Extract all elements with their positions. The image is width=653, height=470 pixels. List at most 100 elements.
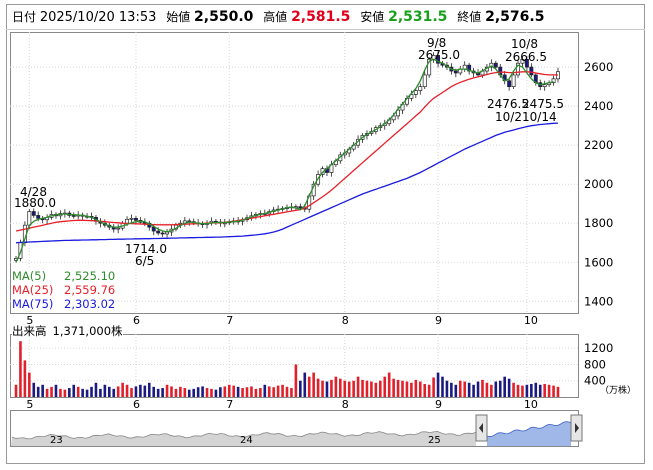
volume-bar — [383, 376, 387, 397]
ma5-line — [15, 58, 554, 263]
volume-bar — [76, 386, 80, 397]
volume-bar — [547, 384, 551, 397]
volume-bar — [254, 388, 258, 397]
high-value: 2,581.5 — [291, 9, 351, 25]
volume-bar — [316, 378, 320, 397]
volume-value: 1,371,000株 — [52, 324, 123, 338]
volume-bar — [285, 386, 289, 397]
candle-body — [507, 80, 512, 87]
x-tick-label-price: 6 — [133, 314, 140, 327]
candle-body — [516, 62, 520, 76]
volume-bar — [450, 382, 453, 397]
volume-bar — [165, 384, 169, 397]
navigator-history-line — [11, 431, 477, 440]
volume-bar — [556, 386, 560, 397]
volume-bar — [99, 388, 102, 397]
volume-bar — [494, 381, 498, 397]
volume-bar — [396, 379, 400, 397]
volume-bar — [423, 383, 427, 397]
volume-bar — [125, 384, 129, 397]
volume-bar — [232, 385, 235, 397]
volume-bar — [490, 384, 493, 397]
candle-body — [125, 218, 130, 224]
annotation-date: 9/8 — [427, 36, 446, 50]
volume-bar — [405, 381, 409, 397]
ma5-value: 2,525.10 — [64, 269, 116, 283]
volume-bar — [481, 379, 484, 397]
volume-bar — [68, 388, 71, 397]
navigator-selection-area — [487, 421, 571, 446]
volume-legend: 出来高 1,371,000株 — [12, 324, 123, 338]
ma25-label: MA(25) — [12, 283, 54, 297]
x-tick-label-volume: 6 — [133, 398, 140, 411]
x-tick-label-price: 7 — [226, 314, 233, 327]
candle-body — [391, 115, 396, 121]
volume-bar — [410, 382, 413, 397]
volume-bar — [72, 384, 76, 397]
volume-bar — [370, 381, 373, 397]
x-tick-label-volume: 7 — [226, 398, 233, 411]
ma25-legend-row: MA(25) 2,559.76 — [12, 283, 115, 297]
volume-bar — [485, 382, 489, 397]
volume-bar — [121, 382, 124, 397]
open-label: 始値 — [166, 10, 191, 24]
volume-bar — [161, 388, 164, 397]
x-tick-label-price: 9 — [435, 314, 442, 327]
volume-bar — [516, 384, 520, 397]
volume-bar — [427, 384, 431, 397]
annotation-price: 2475.5 — [522, 97, 564, 111]
volume-bar — [156, 388, 160, 397]
ma25-line — [15, 71, 559, 232]
volume-bar — [307, 376, 311, 397]
volume-bar — [325, 381, 329, 397]
volume-bar — [432, 377, 435, 397]
volume-bar — [414, 379, 418, 397]
volume-bar — [534, 382, 538, 397]
volume-bar — [387, 372, 391, 397]
volume-bar — [521, 385, 524, 397]
volume-bar — [401, 380, 404, 397]
ma5-label: MA(5) — [12, 269, 47, 283]
volume-bar — [139, 384, 142, 397]
volume-bar — [418, 381, 422, 397]
candle-body — [542, 84, 547, 87]
volume-bar — [299, 380, 302, 397]
volume-bar — [192, 388, 196, 397]
candle-body — [160, 232, 165, 235]
volume-bar — [272, 387, 275, 397]
volume-bar — [507, 378, 511, 397]
volume-bar — [59, 388, 62, 397]
volume-bar — [525, 384, 529, 397]
candle-body — [489, 62, 494, 68]
ma25-value: 2,559.76 — [64, 283, 116, 297]
volume-bar — [219, 387, 222, 397]
navigator-selection-line — [486, 421, 572, 437]
annotation-date: 10/8 — [511, 37, 538, 51]
ma75-line — [15, 122, 559, 244]
y-tick-label: 2400 — [584, 99, 613, 113]
annotation-price: 1714.0 — [125, 242, 167, 256]
volume-bar — [245, 387, 249, 397]
volume-bar — [50, 386, 53, 397]
volume-bar — [54, 384, 58, 397]
navigator-left-handle[interactable] — [475, 414, 488, 442]
annotation-date: 10/2 — [495, 110, 522, 124]
volume-tick-label: 1200 — [584, 341, 613, 355]
candle-body — [116, 227, 121, 230]
ma75-label: MA(75) — [12, 297, 54, 311]
candle-body — [436, 55, 440, 64]
volume-bar — [205, 388, 209, 397]
open-value: 2,550.0 — [194, 9, 254, 25]
close-value: 2,576.5 — [485, 9, 545, 25]
volume-bar — [94, 382, 98, 397]
volume-bar — [23, 360, 27, 397]
volume-bar — [103, 384, 107, 397]
volume-bar — [281, 384, 284, 397]
volume-bar — [343, 380, 347, 397]
x-tick-label-price: 8 — [342, 314, 349, 327]
volume-tick-label: 400 — [584, 374, 606, 388]
navigator-right-handle[interactable] — [570, 414, 583, 442]
candle-body — [129, 218, 134, 220]
